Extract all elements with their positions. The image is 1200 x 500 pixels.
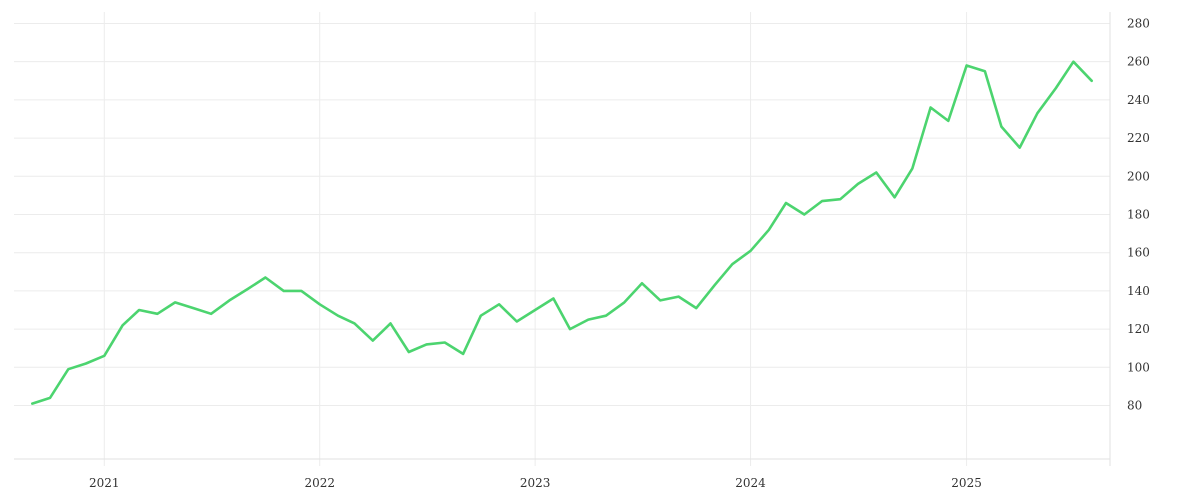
x-tick-label: 2023	[520, 476, 551, 490]
x-tick-label: 2021	[89, 476, 120, 490]
y-tick-label: 220	[1127, 131, 1150, 145]
x-tick-label: 2025	[951, 476, 982, 490]
x-tick-label: 2022	[304, 476, 335, 490]
y-tick-label: 260	[1127, 55, 1150, 69]
y-tick-label: 160	[1127, 246, 1150, 260]
x-tick-label: 2024	[735, 476, 766, 490]
y-tick-label: 100	[1127, 360, 1150, 374]
y-tick-label: 140	[1127, 284, 1150, 298]
y-tick-label: 200	[1127, 169, 1150, 183]
y-tick-label: 280	[1127, 16, 1150, 30]
y-tick-label: 180	[1127, 207, 1150, 221]
series-line	[30, 60, 1093, 405]
y-tick-label: 120	[1127, 322, 1150, 336]
y-tick-label: 80	[1127, 399, 1142, 413]
y-tick-label: 240	[1127, 93, 1150, 107]
